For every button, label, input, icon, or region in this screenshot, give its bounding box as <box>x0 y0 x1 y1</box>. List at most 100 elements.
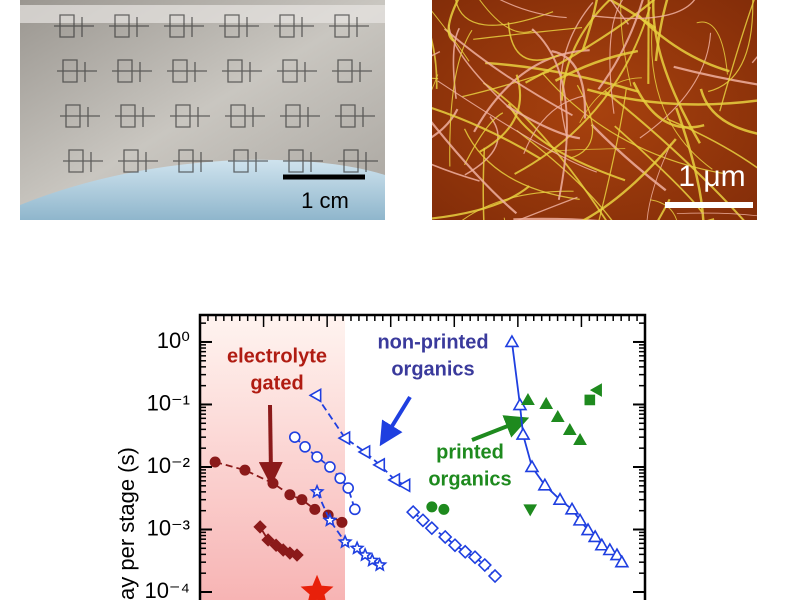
circuit-pattern <box>283 149 323 173</box>
fiber <box>676 212 757 217</box>
point <box>288 431 301 443</box>
point <box>602 542 618 556</box>
y-tick-label: 10⁻⁴ <box>144 578 190 600</box>
point <box>552 492 568 505</box>
annotation: electrolyte <box>227 345 327 367</box>
circuit-pattern <box>274 14 314 38</box>
plot-frame <box>198 313 647 600</box>
point <box>458 544 473 559</box>
annotation: gated <box>250 372 303 394</box>
fiber <box>559 2 594 139</box>
point <box>539 396 554 409</box>
point <box>562 423 577 436</box>
point <box>594 537 610 551</box>
circuit-pattern <box>280 104 320 128</box>
fiber <box>432 37 438 89</box>
fiber <box>524 0 656 84</box>
fiber <box>523 230 586 236</box>
fiber <box>482 82 607 220</box>
arrow <box>379 395 412 447</box>
point <box>438 503 450 515</box>
fiber <box>479 0 535 33</box>
point <box>424 521 439 536</box>
fiber <box>647 0 650 84</box>
fiber <box>639 32 712 139</box>
circuit-pattern <box>338 149 378 173</box>
y-axis-label: ay per stage (s) <box>114 447 139 600</box>
point <box>372 457 386 473</box>
fiber <box>632 81 705 129</box>
point <box>397 477 411 493</box>
circuit-pattern <box>173 149 213 173</box>
fiber <box>652 0 701 144</box>
fiber <box>751 56 757 64</box>
y-tick-label: 10⁰ <box>157 328 190 353</box>
point <box>308 387 322 403</box>
fiber <box>636 13 730 73</box>
point <box>573 433 587 446</box>
circuit-pattern <box>118 149 158 173</box>
point <box>614 554 630 568</box>
fiber <box>707 218 715 220</box>
point <box>253 520 267 534</box>
fiber <box>432 108 459 139</box>
fiber <box>609 0 630 25</box>
fiber <box>432 185 531 220</box>
point <box>515 426 531 440</box>
point <box>309 503 321 515</box>
fiber <box>437 80 597 173</box>
point <box>337 533 353 549</box>
y-tick-label: 10⁻¹ <box>147 390 190 415</box>
fiber <box>590 123 667 192</box>
fiber <box>581 0 598 51</box>
point <box>504 334 520 348</box>
point <box>580 522 596 536</box>
point <box>572 512 588 526</box>
point <box>523 504 538 517</box>
point <box>337 430 351 446</box>
fiber <box>507 103 626 182</box>
fiber <box>597 0 644 90</box>
circuit-pattern <box>219 14 259 38</box>
fiber <box>554 49 639 82</box>
circuit-pattern <box>54 14 94 38</box>
circuit-pattern <box>57 59 97 83</box>
fiber <box>499 0 567 19</box>
point <box>349 540 365 555</box>
circuit-pattern <box>170 104 210 128</box>
circuit-pattern <box>222 59 262 83</box>
point <box>269 538 283 552</box>
point <box>415 513 431 528</box>
point <box>296 494 308 506</box>
point <box>537 477 553 491</box>
fiber <box>592 0 696 20</box>
point <box>477 557 492 573</box>
fiber <box>657 198 671 220</box>
fiber <box>620 0 632 87</box>
fiber <box>447 0 460 42</box>
fiber <box>444 28 573 117</box>
fiber <box>609 0 624 114</box>
point <box>584 394 596 406</box>
circuit-pattern <box>63 149 103 173</box>
fiber <box>650 199 678 220</box>
y-tick-label: 10⁻² <box>147 453 190 478</box>
fiber <box>388 227 480 260</box>
circuit-pattern <box>225 104 265 128</box>
fiber <box>551 50 587 119</box>
fiber <box>516 129 613 220</box>
point <box>309 483 325 499</box>
fiber <box>452 27 461 99</box>
point <box>334 472 346 485</box>
fiber <box>581 138 677 220</box>
fiber <box>517 196 578 220</box>
circuit-pattern <box>329 14 369 38</box>
point <box>589 383 602 397</box>
fiber <box>514 6 651 175</box>
fiber <box>432 121 518 215</box>
annotation: organics <box>428 468 511 490</box>
point <box>357 444 371 460</box>
circuit-pattern <box>164 14 204 38</box>
circuit-pattern <box>167 59 207 83</box>
